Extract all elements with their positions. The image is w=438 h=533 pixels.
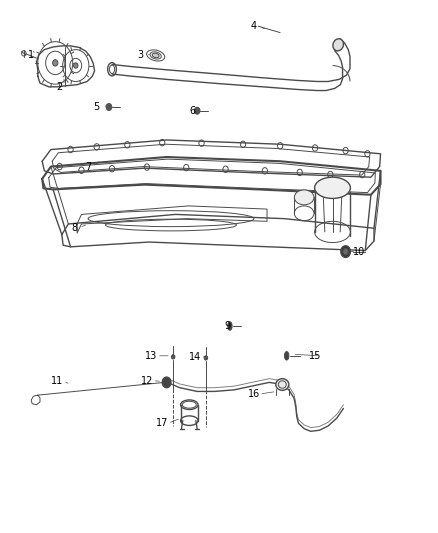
Ellipse shape [276,378,289,390]
Ellipse shape [314,177,350,198]
Ellipse shape [106,103,112,110]
Text: 1: 1 [28,50,34,60]
Text: 2: 2 [57,82,63,92]
Ellipse shape [343,248,349,255]
Text: 10: 10 [353,247,365,256]
Text: 14: 14 [189,352,201,362]
Text: 8: 8 [72,223,78,233]
Circle shape [53,60,58,66]
Text: 17: 17 [156,418,169,429]
Ellipse shape [294,190,314,205]
Text: 6: 6 [190,106,196,116]
Circle shape [162,377,171,387]
Text: 13: 13 [145,351,157,361]
Ellipse shape [228,322,232,330]
Text: 11: 11 [51,376,64,386]
Ellipse shape [204,356,208,360]
Ellipse shape [341,246,350,257]
Text: 16: 16 [248,389,260,399]
Text: 3: 3 [138,50,144,60]
Circle shape [74,63,78,68]
Text: 9: 9 [225,321,231,331]
Text: 12: 12 [141,376,153,386]
Text: 7: 7 [85,161,91,172]
Ellipse shape [333,39,343,51]
Ellipse shape [194,107,200,114]
Text: 5: 5 [94,102,100,112]
Text: 4: 4 [251,21,257,31]
Text: 15: 15 [309,351,321,361]
Ellipse shape [171,355,175,359]
Ellipse shape [152,53,159,58]
Ellipse shape [285,352,289,360]
